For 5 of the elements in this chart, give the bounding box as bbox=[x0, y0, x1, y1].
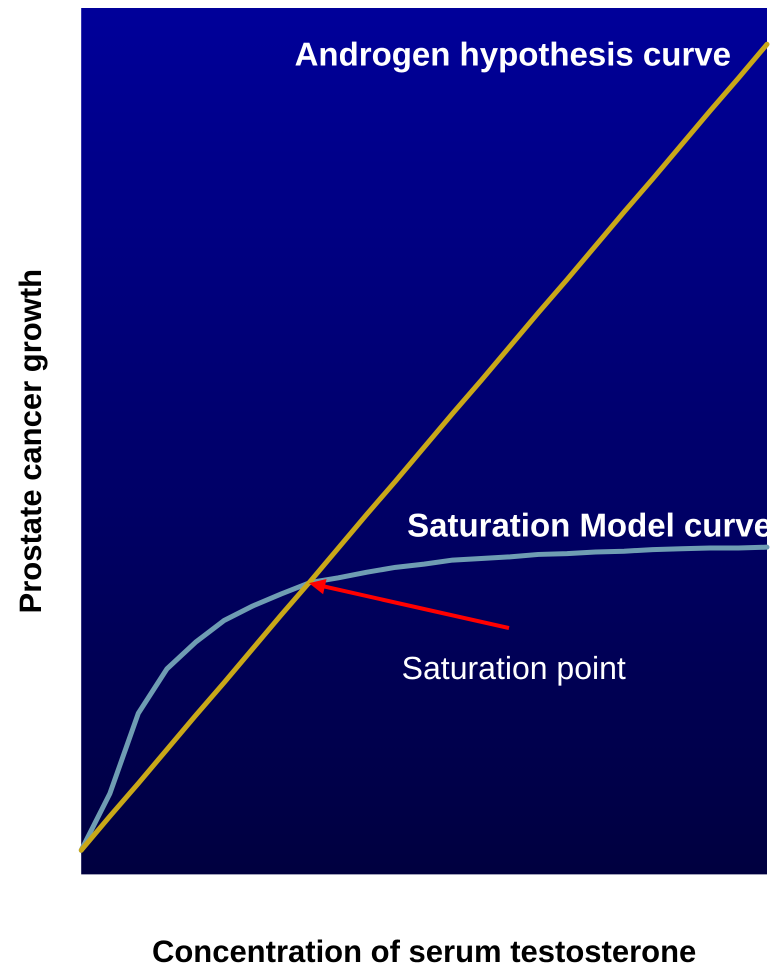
series-label: Androgen hypothesis curve bbox=[294, 35, 731, 72]
series-label: Saturation Model curve bbox=[407, 506, 772, 544]
y-axis-title: Prostate cancer growth bbox=[13, 268, 48, 614]
x-axis-title: Concentration of serum testosterone bbox=[152, 934, 696, 969]
annotation: Saturation point bbox=[402, 650, 626, 686]
